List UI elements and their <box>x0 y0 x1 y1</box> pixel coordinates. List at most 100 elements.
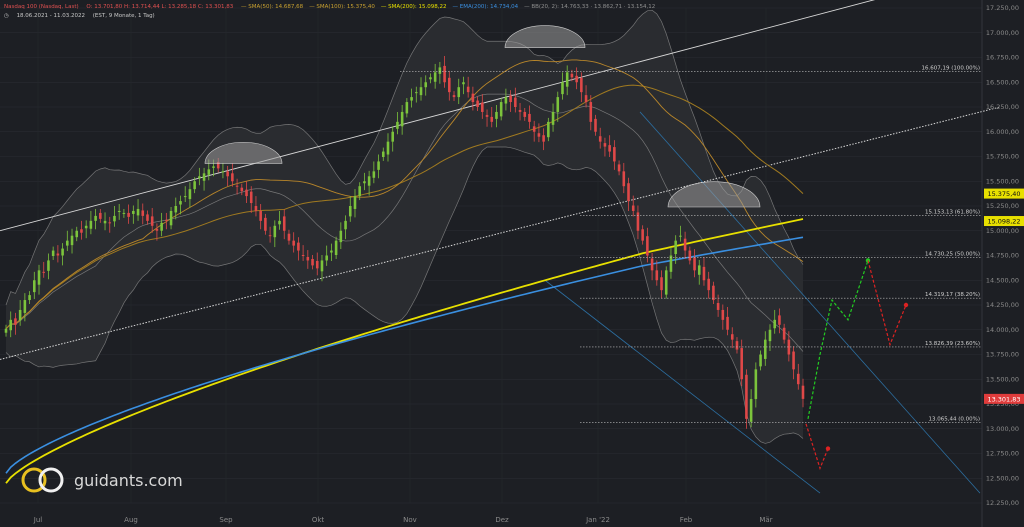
candle-body <box>235 185 239 187</box>
indicator-legend: — SMA(50): 14.687,68 — SMA(100): 15.375,4… <box>241 4 661 10</box>
candle-body <box>61 248 64 256</box>
candle-body <box>287 233 291 241</box>
candle-body <box>499 102 503 117</box>
instrument-name: Nasdaq 100 (Nasdaq, Last) <box>4 4 79 10</box>
scenario-arrows <box>805 258 909 471</box>
candle-body <box>514 97 517 107</box>
y-tick-label: 16.750,00 <box>986 54 1019 62</box>
indicator-4: — BB(20, 2): 14.763,33 · 13.862,71 · 13.… <box>524 4 656 10</box>
candle-body <box>75 230 79 238</box>
y-tick-label: 14.250,00 <box>986 301 1019 309</box>
candle-body <box>42 271 46 273</box>
candle-body <box>693 257 696 271</box>
candle-body <box>405 102 409 114</box>
candle-body <box>367 176 371 186</box>
bollinger-lower <box>5 146 804 444</box>
candle-body <box>617 164 621 172</box>
candle-body <box>51 250 55 256</box>
candle-body <box>589 102 593 122</box>
candle-body <box>363 181 366 184</box>
candle-body <box>207 169 211 175</box>
price-label-bg <box>984 393 1024 404</box>
candle-body <box>103 220 107 224</box>
candle-body <box>598 136 602 142</box>
candle-body <box>372 171 376 178</box>
candle-body <box>240 187 244 192</box>
candle-body <box>400 111 404 127</box>
candle-body <box>127 212 130 217</box>
candle-body <box>165 219 168 221</box>
candle-body <box>754 369 758 400</box>
rounding-top-arc <box>504 25 586 48</box>
fib-label: 13.826,39 (23.60%) <box>925 341 980 347</box>
lower-trend-line <box>0 106 1001 360</box>
candle-body <box>231 173 234 182</box>
candle-body <box>782 327 786 340</box>
y-tick-label: 13.750,00 <box>986 351 1019 359</box>
upper-trend-line <box>0 0 876 232</box>
y-tick-label: 17.000,00 <box>986 29 1019 37</box>
candle-body <box>410 97 413 101</box>
candle-body <box>348 206 352 217</box>
candle-body <box>608 145 611 152</box>
candle-body <box>801 385 805 399</box>
candle-body <box>306 256 310 261</box>
candle-body <box>712 285 715 301</box>
candle-body <box>669 255 673 272</box>
candle-body <box>683 238 687 251</box>
candle-body <box>14 318 17 325</box>
candle-body <box>141 210 145 216</box>
y-axis: 17.250,00 17.000,00 16.750,00 16.500,00 16.2… <box>981 0 1019 527</box>
candle-body <box>381 151 385 157</box>
candle-body <box>424 82 428 88</box>
fib-label: 16.607,19 (100.00%) <box>921 66 980 72</box>
candle-body <box>716 303 720 310</box>
candle-body <box>565 72 569 87</box>
candle-body <box>433 72 437 82</box>
candle-body <box>132 210 135 214</box>
candle-body <box>198 176 201 179</box>
candle-body <box>735 341 739 350</box>
candle-body <box>580 77 583 93</box>
y-tick-label: 12.250,00 <box>986 499 1019 507</box>
candle-body <box>773 319 776 329</box>
candle-body <box>344 220 347 230</box>
date-range: 18.06.2021 - 11.03.2022 <box>16 13 86 19</box>
candle-body <box>84 225 88 229</box>
x-tick-label: Okt <box>312 516 325 524</box>
logo-text: guidants.com <box>74 470 183 490</box>
candle-body <box>117 210 121 212</box>
x-tick-label: Dez <box>495 516 509 524</box>
rounding-top-arc <box>667 181 761 208</box>
candle-body <box>391 131 394 142</box>
clock-icon: ◷ <box>4 13 9 19</box>
candle-body <box>193 181 196 190</box>
candle-body <box>532 126 536 132</box>
candle-body <box>796 373 800 385</box>
candle-body <box>495 111 498 119</box>
candle-body <box>622 171 626 187</box>
scenario-bullish <box>807 260 869 419</box>
guidants-logo-icon <box>21 467 64 493</box>
y-tick-label: 15.250,00 <box>986 202 1019 210</box>
fib-label: 15.153,13 (61.80%) <box>925 210 980 216</box>
candle-body <box>297 242 300 251</box>
candle-body <box>462 82 465 85</box>
x-tick-label: Sep <box>219 516 233 524</box>
scenario-bearish-down <box>805 423 829 471</box>
candle-body <box>778 315 781 325</box>
y-tick-label: 12.500,00 <box>986 474 1019 482</box>
candle-body <box>415 92 418 94</box>
candle-body <box>353 196 357 209</box>
candle-body <box>28 295 31 301</box>
candle-body <box>551 111 555 125</box>
candle-body <box>278 220 281 225</box>
candle-body <box>594 118 597 132</box>
candle-body <box>33 280 36 293</box>
candle-body <box>254 206 258 211</box>
candle-body <box>9 319 13 331</box>
candle-body <box>339 230 343 243</box>
candle-body <box>47 260 50 271</box>
candle-body <box>547 121 550 138</box>
